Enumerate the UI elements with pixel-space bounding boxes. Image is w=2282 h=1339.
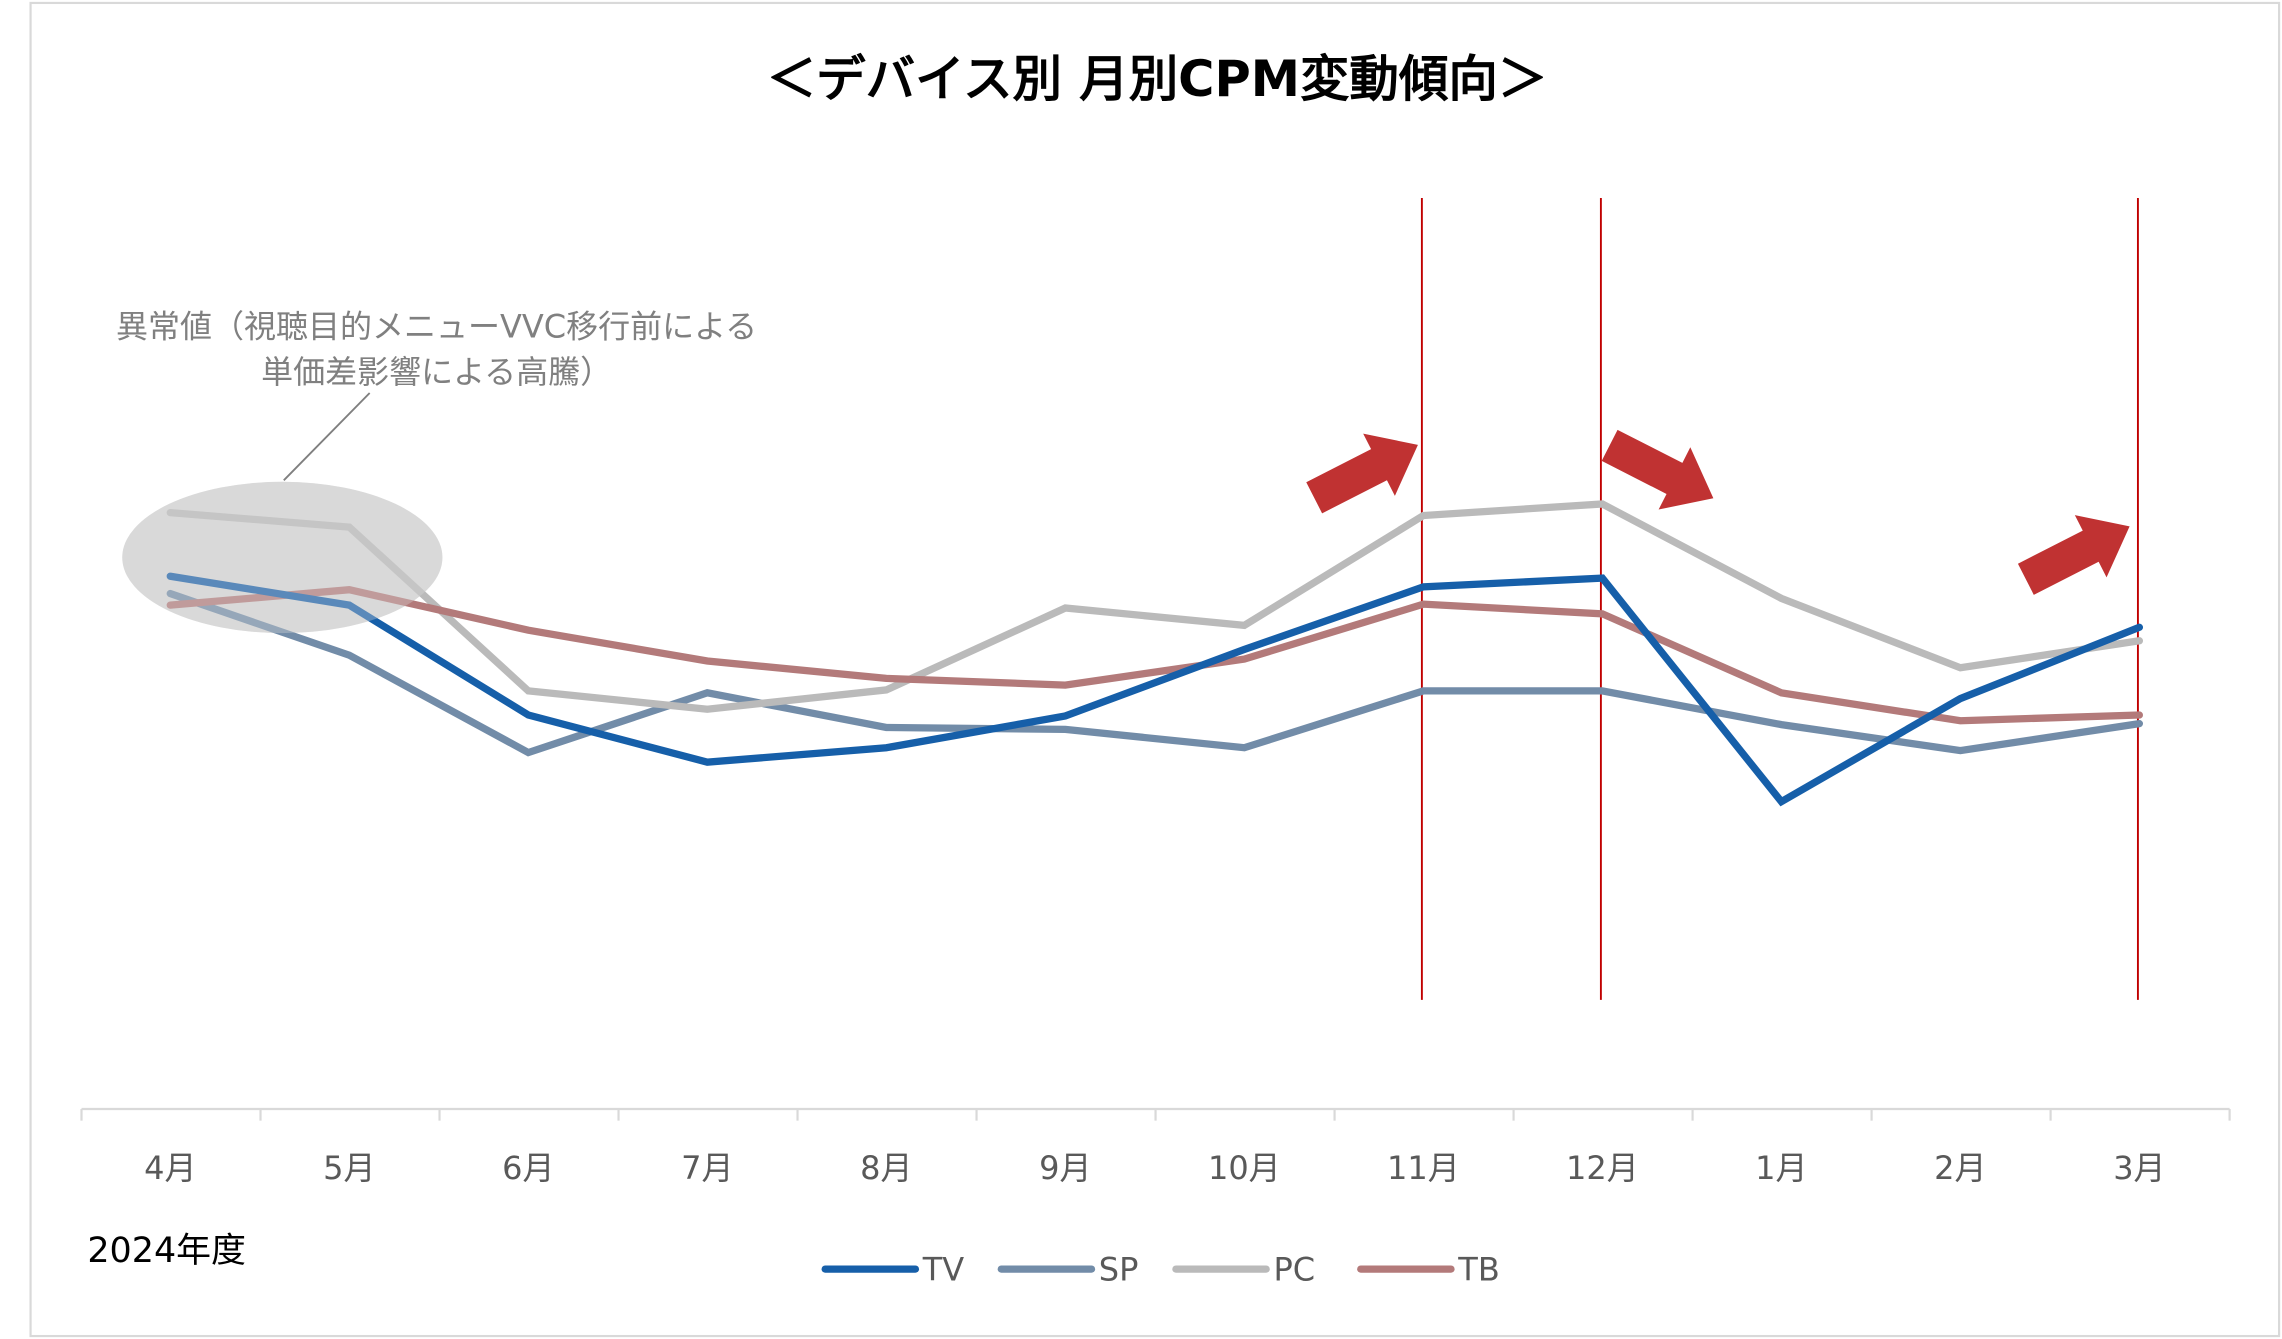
trend-arrow-up-icon: [2017, 515, 2130, 595]
x-tick-label: 3月: [2113, 1149, 2165, 1187]
x-tick-label: 1月: [1755, 1149, 1807, 1187]
annotation-line-1: 異常値（視聴目的メニューVVC移行前による: [116, 308, 757, 346]
trend-arrow-up-icon: [1306, 433, 1418, 514]
legend-label-pc: PC: [1273, 1251, 1315, 1289]
x-tick-label: 9月: [1039, 1149, 1091, 1187]
series-line-sp: [166, 589, 2144, 757]
trend-arrow-down-icon: [1601, 429, 1714, 510]
series-line-pc: [166, 500, 2144, 713]
chart-title: ＜デバイス別 月別CPM変動傾向＞: [767, 50, 1548, 108]
series-line-tb: [166, 586, 2144, 725]
legend-label-tb: TB: [1457, 1251, 1500, 1289]
x-tick-label: 4月: [144, 1149, 196, 1187]
x-tick-label: 10月: [1208, 1149, 1281, 1187]
legend: TV SP PC TB: [821, 1251, 1500, 1289]
x-tick-label: 7月: [681, 1149, 733, 1187]
x-tick-label: 5月: [323, 1149, 375, 1187]
legend-label-sp: SP: [1099, 1251, 1139, 1289]
x-tick-label: 12月: [1566, 1149, 1639, 1187]
annotation-line-2: 単価差影響による高騰）: [261, 353, 612, 391]
annotation-leader-line: [283, 392, 371, 481]
legend-label-tv: TV: [922, 1251, 965, 1289]
x-axis-title: 2024年度: [87, 1231, 246, 1271]
x-tick-label: 11月: [1387, 1149, 1460, 1187]
outlier-highlight-overlay: [122, 481, 443, 634]
series-line-tv: [166, 572, 2144, 807]
x-tick-label: 8月: [860, 1149, 912, 1187]
x-tick-label: 6月: [502, 1149, 554, 1187]
x-tick-label: 2月: [1934, 1149, 1986, 1187]
